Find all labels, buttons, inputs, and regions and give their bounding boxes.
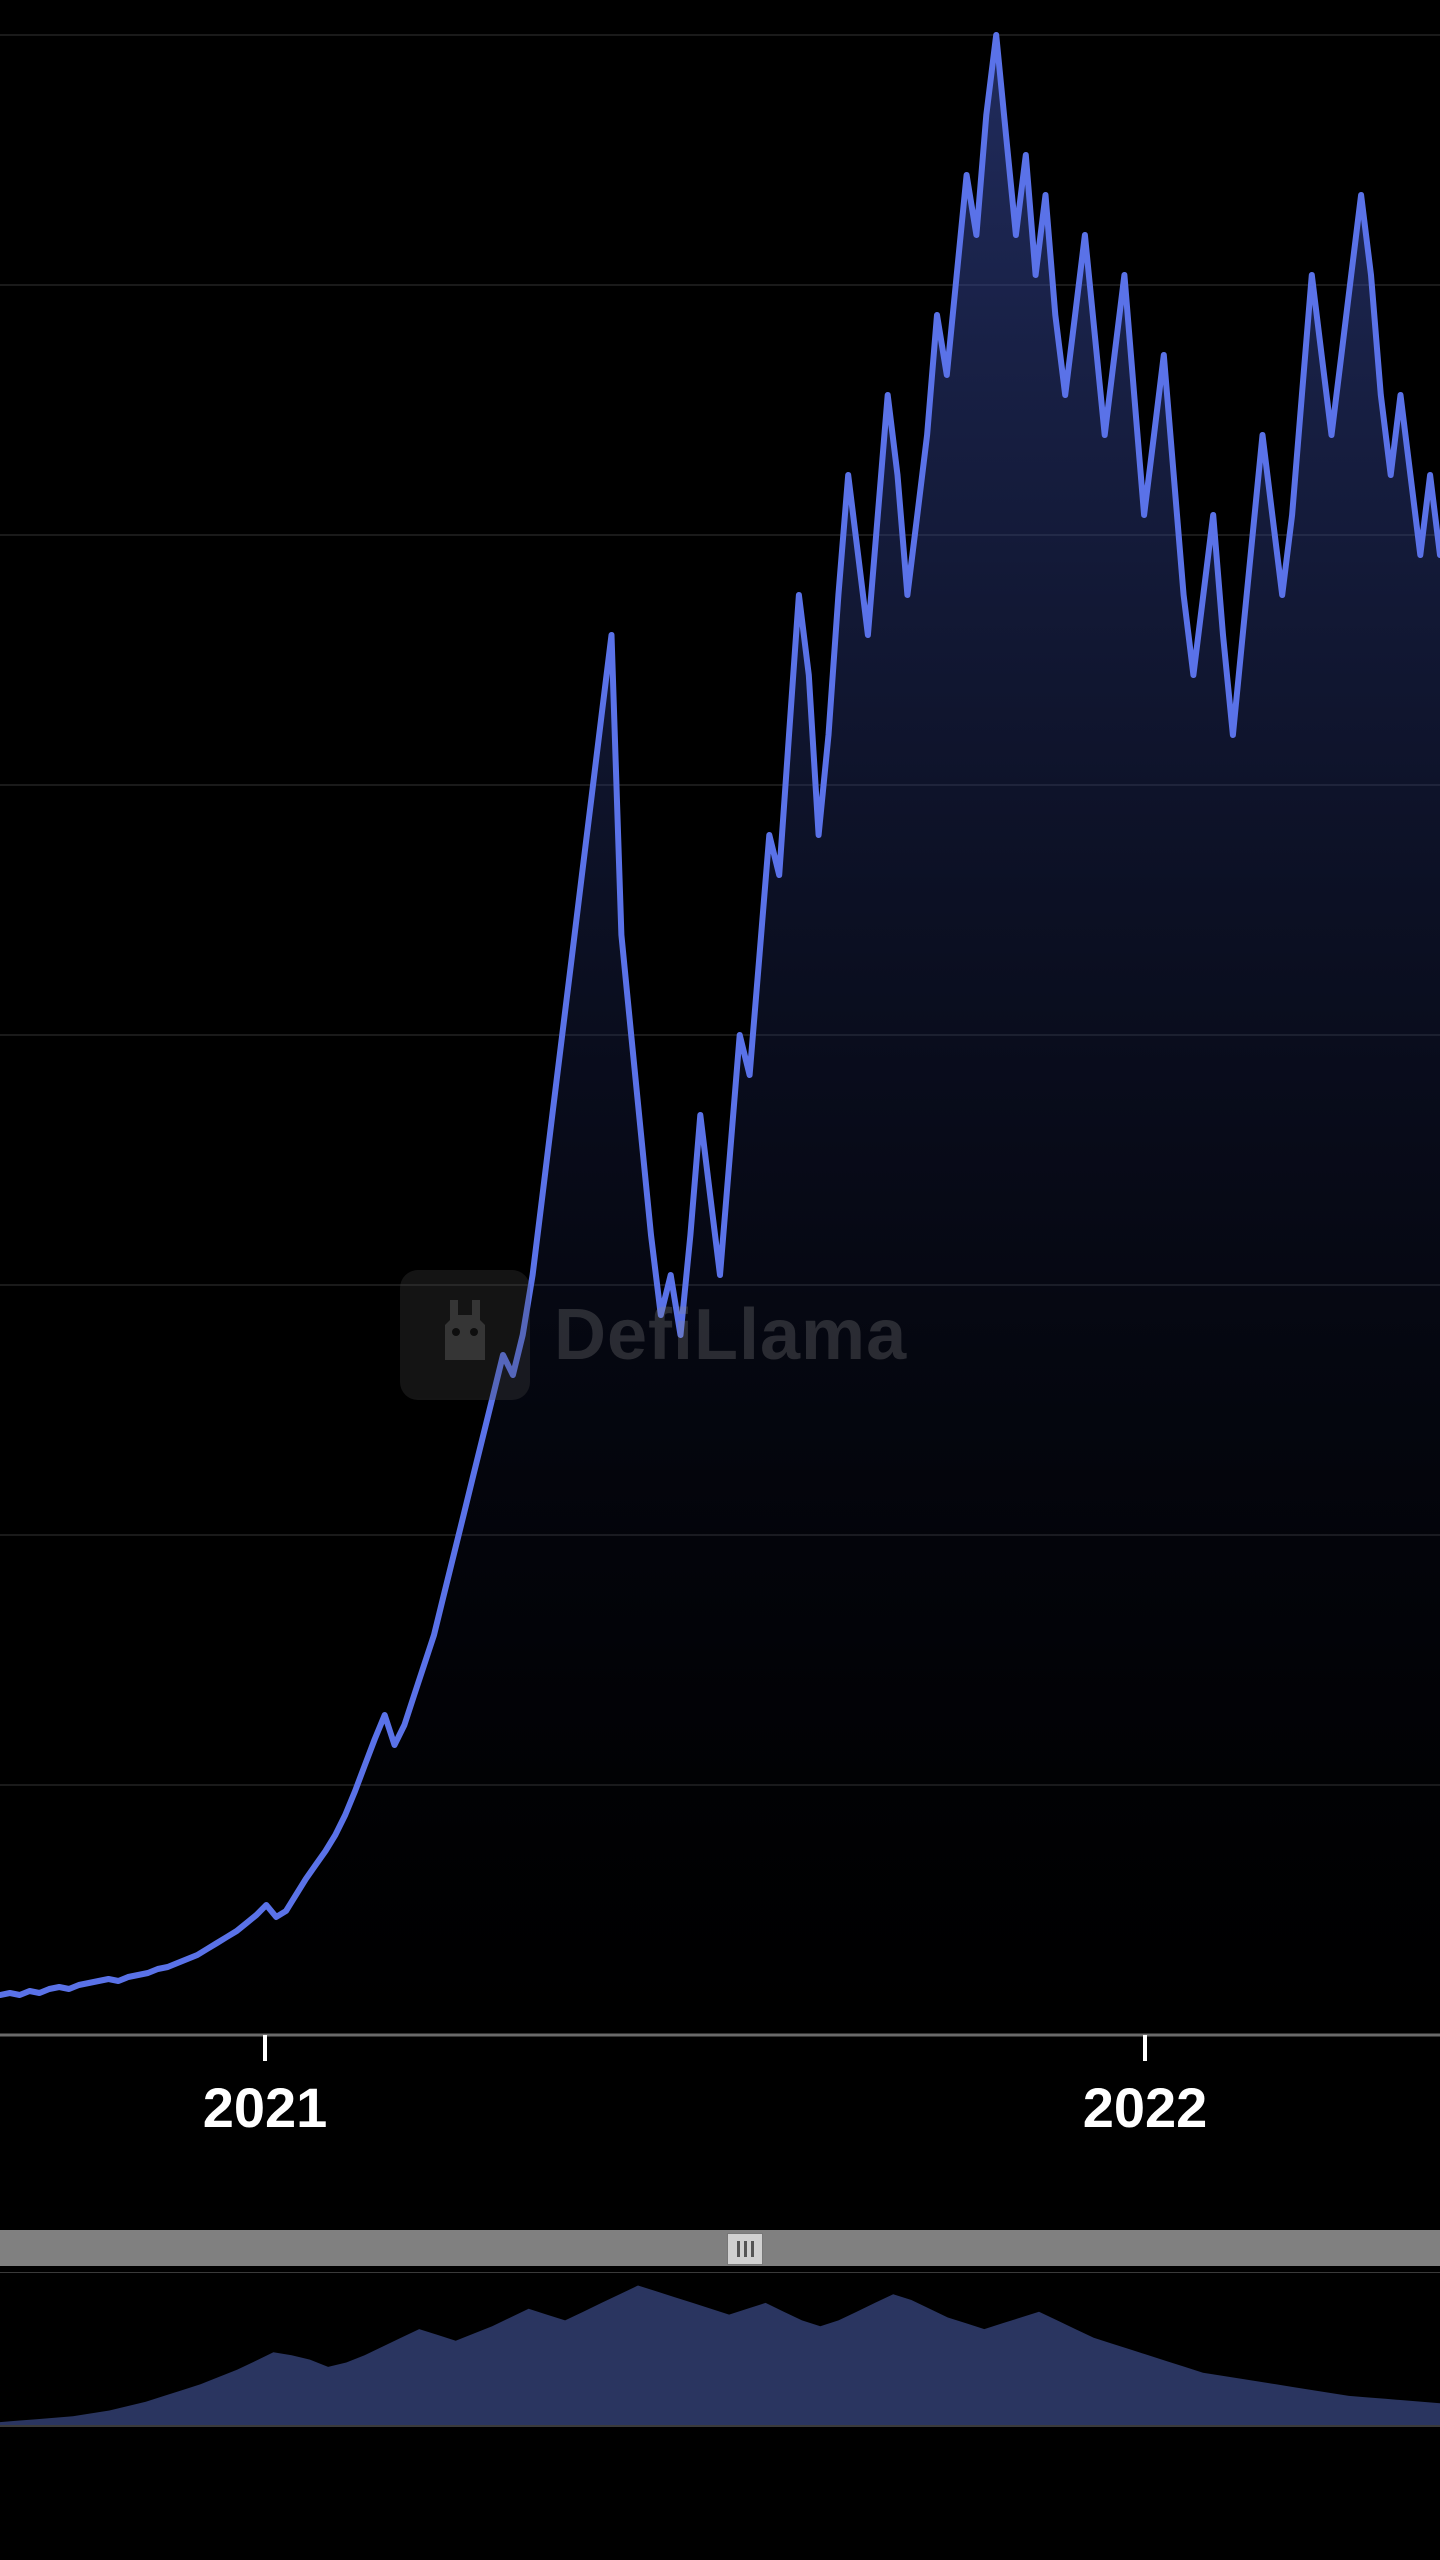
x-tick-label: 2022	[1083, 2075, 1208, 2140]
screen: DefiLlama 20212022	[0, 0, 1440, 2560]
main-chart[interactable]	[0, 0, 1440, 2560]
x-tick-mark	[1143, 2035, 1147, 2061]
x-tick-label: 2021	[203, 2075, 328, 2140]
brush-handle[interactable]	[727, 2233, 763, 2265]
x-tick-mark	[263, 2035, 267, 2061]
brush-scrollbar[interactable]	[0, 2230, 1440, 2266]
overview-chart[interactable]	[0, 2272, 1440, 2427]
